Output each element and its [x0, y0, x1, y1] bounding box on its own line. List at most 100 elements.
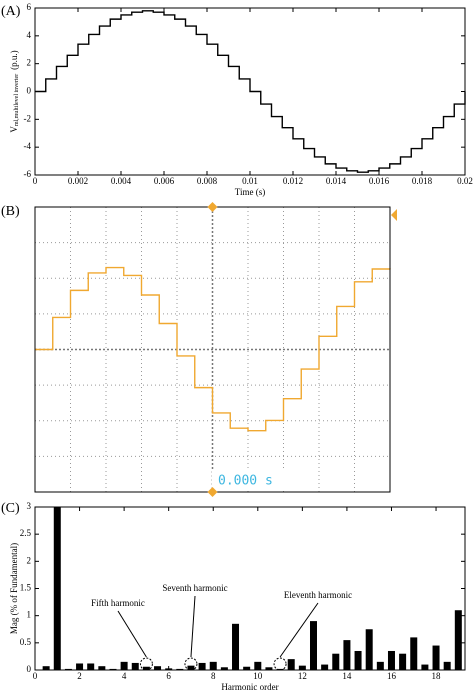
readout-box	[212, 470, 302, 490]
x-tick-label: 6	[166, 671, 171, 681]
x-tick-label: 0	[33, 671, 38, 681]
bar	[399, 653, 407, 670]
bar	[376, 661, 384, 670]
annotation-arrow	[117, 610, 147, 658]
x-tick-label: 0.02	[457, 176, 473, 186]
bar	[365, 629, 373, 670]
bar	[209, 661, 217, 670]
bar	[354, 650, 362, 670]
bar	[443, 661, 451, 670]
y-tick-label: -2	[24, 113, 32, 123]
y-tick-label: 4	[27, 30, 32, 40]
y-axis-label-sub: ml,multilevel inverter	[14, 74, 20, 126]
y-axis-label-main: Mag (% of Fundamental)	[9, 543, 19, 634]
x-tick-label: 0.018	[412, 176, 433, 186]
x-tick-label: 16	[387, 671, 397, 681]
annotation-circle	[273, 657, 287, 671]
bar	[109, 668, 117, 670]
bar	[64, 668, 72, 670]
bar	[321, 664, 329, 670]
bar	[131, 662, 139, 670]
bar	[265, 667, 273, 670]
bar	[198, 662, 206, 670]
bar	[421, 664, 429, 670]
waveform	[35, 10, 466, 173]
x-tick-label: 0.012	[283, 176, 303, 186]
bar	[232, 623, 240, 670]
bar	[309, 621, 317, 670]
plot-frame	[34, 7, 466, 176]
bar	[220, 667, 228, 670]
plot-frame	[34, 506, 466, 671]
y-tick-label: -6	[24, 169, 32, 179]
bar	[87, 663, 95, 670]
x-axis-label: Harmonic order	[221, 682, 278, 692]
bar	[176, 668, 184, 670]
y-tick-label: 0	[27, 86, 32, 96]
annotation-label: Fifth harmonic	[91, 598, 145, 608]
bar	[454, 610, 462, 670]
annotation-label: Eleventh harmonic	[284, 590, 352, 600]
y-tick-label: 3	[27, 501, 32, 511]
trigger-marker	[207, 487, 218, 497]
bar	[254, 661, 262, 670]
annotation-circle	[139, 657, 153, 671]
y-tick-label: 6	[27, 2, 32, 12]
y-axis-label-main: V	[9, 126, 19, 133]
y-tick-label: 1	[27, 610, 32, 620]
x-tick-label: 0.002	[68, 176, 88, 186]
bar	[98, 666, 106, 670]
y-tick-label: 0	[27, 664, 32, 674]
bar	[298, 665, 306, 670]
annotation-arrow	[190, 595, 196, 658]
x-tick-label: 0	[33, 176, 38, 186]
x-axis-label: Time (s)	[235, 187, 265, 197]
y-tick-label: 2.5	[20, 528, 32, 538]
bar	[154, 666, 162, 670]
x-tick-label: 0.006	[154, 176, 175, 186]
annotation-label: Seventh harmonic	[162, 583, 227, 593]
readout: 0.000 s	[218, 474, 273, 489]
x-tick-label: 14	[342, 671, 352, 681]
y-tick-label: 0.5	[20, 637, 32, 647]
bar	[42, 666, 50, 670]
y-tick-label: -4	[24, 141, 32, 151]
trigger-marker	[207, 202, 218, 212]
level-marker	[391, 209, 397, 221]
panel-label: (C)	[1, 501, 20, 516]
bar	[53, 507, 61, 670]
bar	[76, 663, 84, 670]
bar	[187, 665, 195, 670]
bar	[343, 640, 351, 670]
bar	[410, 637, 418, 670]
x-tick-label: 18	[432, 671, 442, 681]
bar	[142, 666, 150, 670]
bar	[120, 661, 128, 670]
bar	[276, 668, 284, 670]
y-tick-label: 1.5	[20, 583, 32, 593]
x-tick-label: 0.01	[242, 176, 258, 186]
x-tick-label: 8	[211, 671, 216, 681]
bar	[165, 668, 173, 670]
x-tick-label: 10	[253, 671, 263, 681]
y-axis-label: Mag (% of Fundamental)	[9, 543, 19, 634]
bar	[432, 645, 440, 670]
bar	[287, 659, 295, 670]
waveform	[35, 266, 391, 432]
x-tick-label: 4	[122, 671, 127, 681]
bar	[243, 666, 251, 670]
y-axis-label: Vml,multilevel inverter (p.u.)	[9, 50, 20, 132]
annotation-circle	[184, 657, 198, 671]
x-tick-label: 2	[77, 671, 82, 681]
bar	[387, 650, 395, 670]
x-tick-label: 0.014	[326, 176, 347, 186]
panel-label: (A)	[1, 4, 21, 19]
bar	[332, 653, 340, 670]
x-tick-label: 12	[298, 671, 307, 681]
x-tick-label: 0.004	[111, 176, 132, 186]
x-tick-label: 0.016	[369, 176, 390, 186]
annotation-arrow	[279, 602, 319, 658]
y-tick-label: 2	[27, 58, 32, 68]
